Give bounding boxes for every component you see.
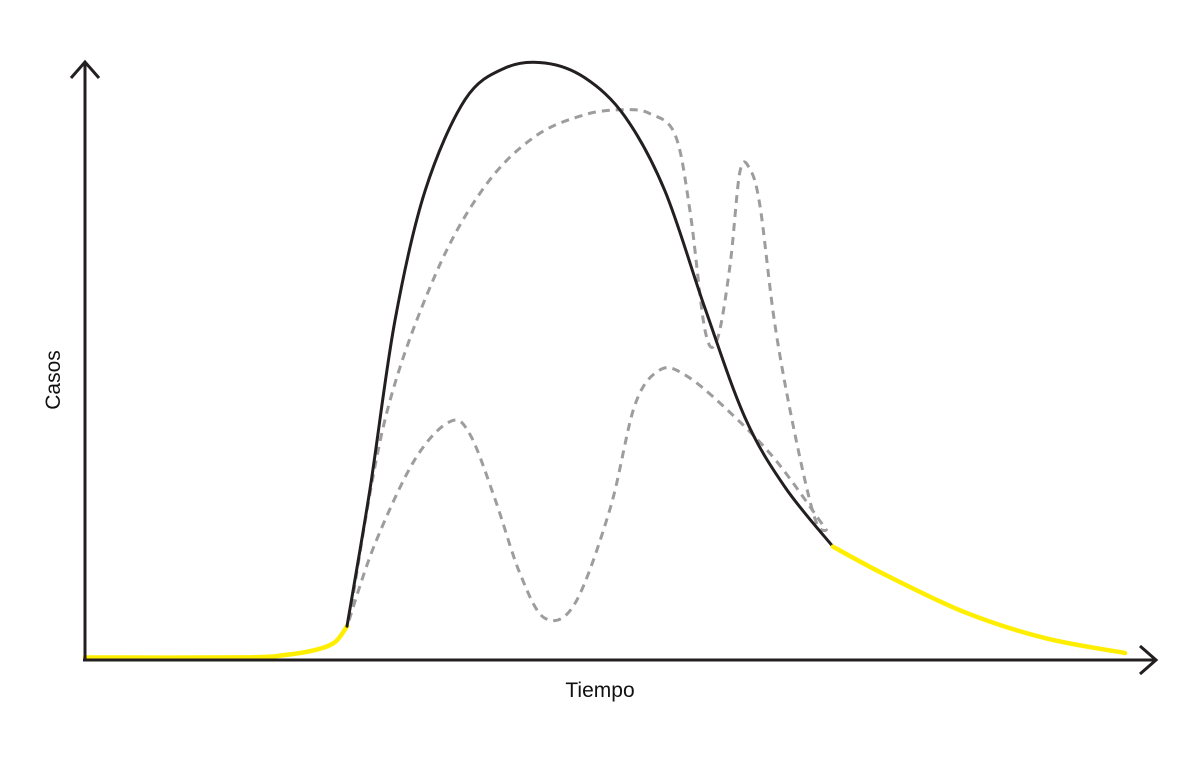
y-axis-label: Casos xyxy=(42,350,65,410)
series-layer xyxy=(82,60,1128,660)
series-alternative-low xyxy=(347,366,829,623)
y-axis-arrow-icon xyxy=(69,59,101,79)
x-axis-label: Tiempo xyxy=(565,679,634,702)
x-axis-arrow-icon xyxy=(1139,644,1159,676)
series-main-curve xyxy=(345,60,835,628)
series-alternative-high xyxy=(347,108,829,621)
axes xyxy=(69,59,1159,676)
series-yellow-tail-left xyxy=(82,623,350,660)
series-yellow-tail-right xyxy=(830,544,1128,656)
